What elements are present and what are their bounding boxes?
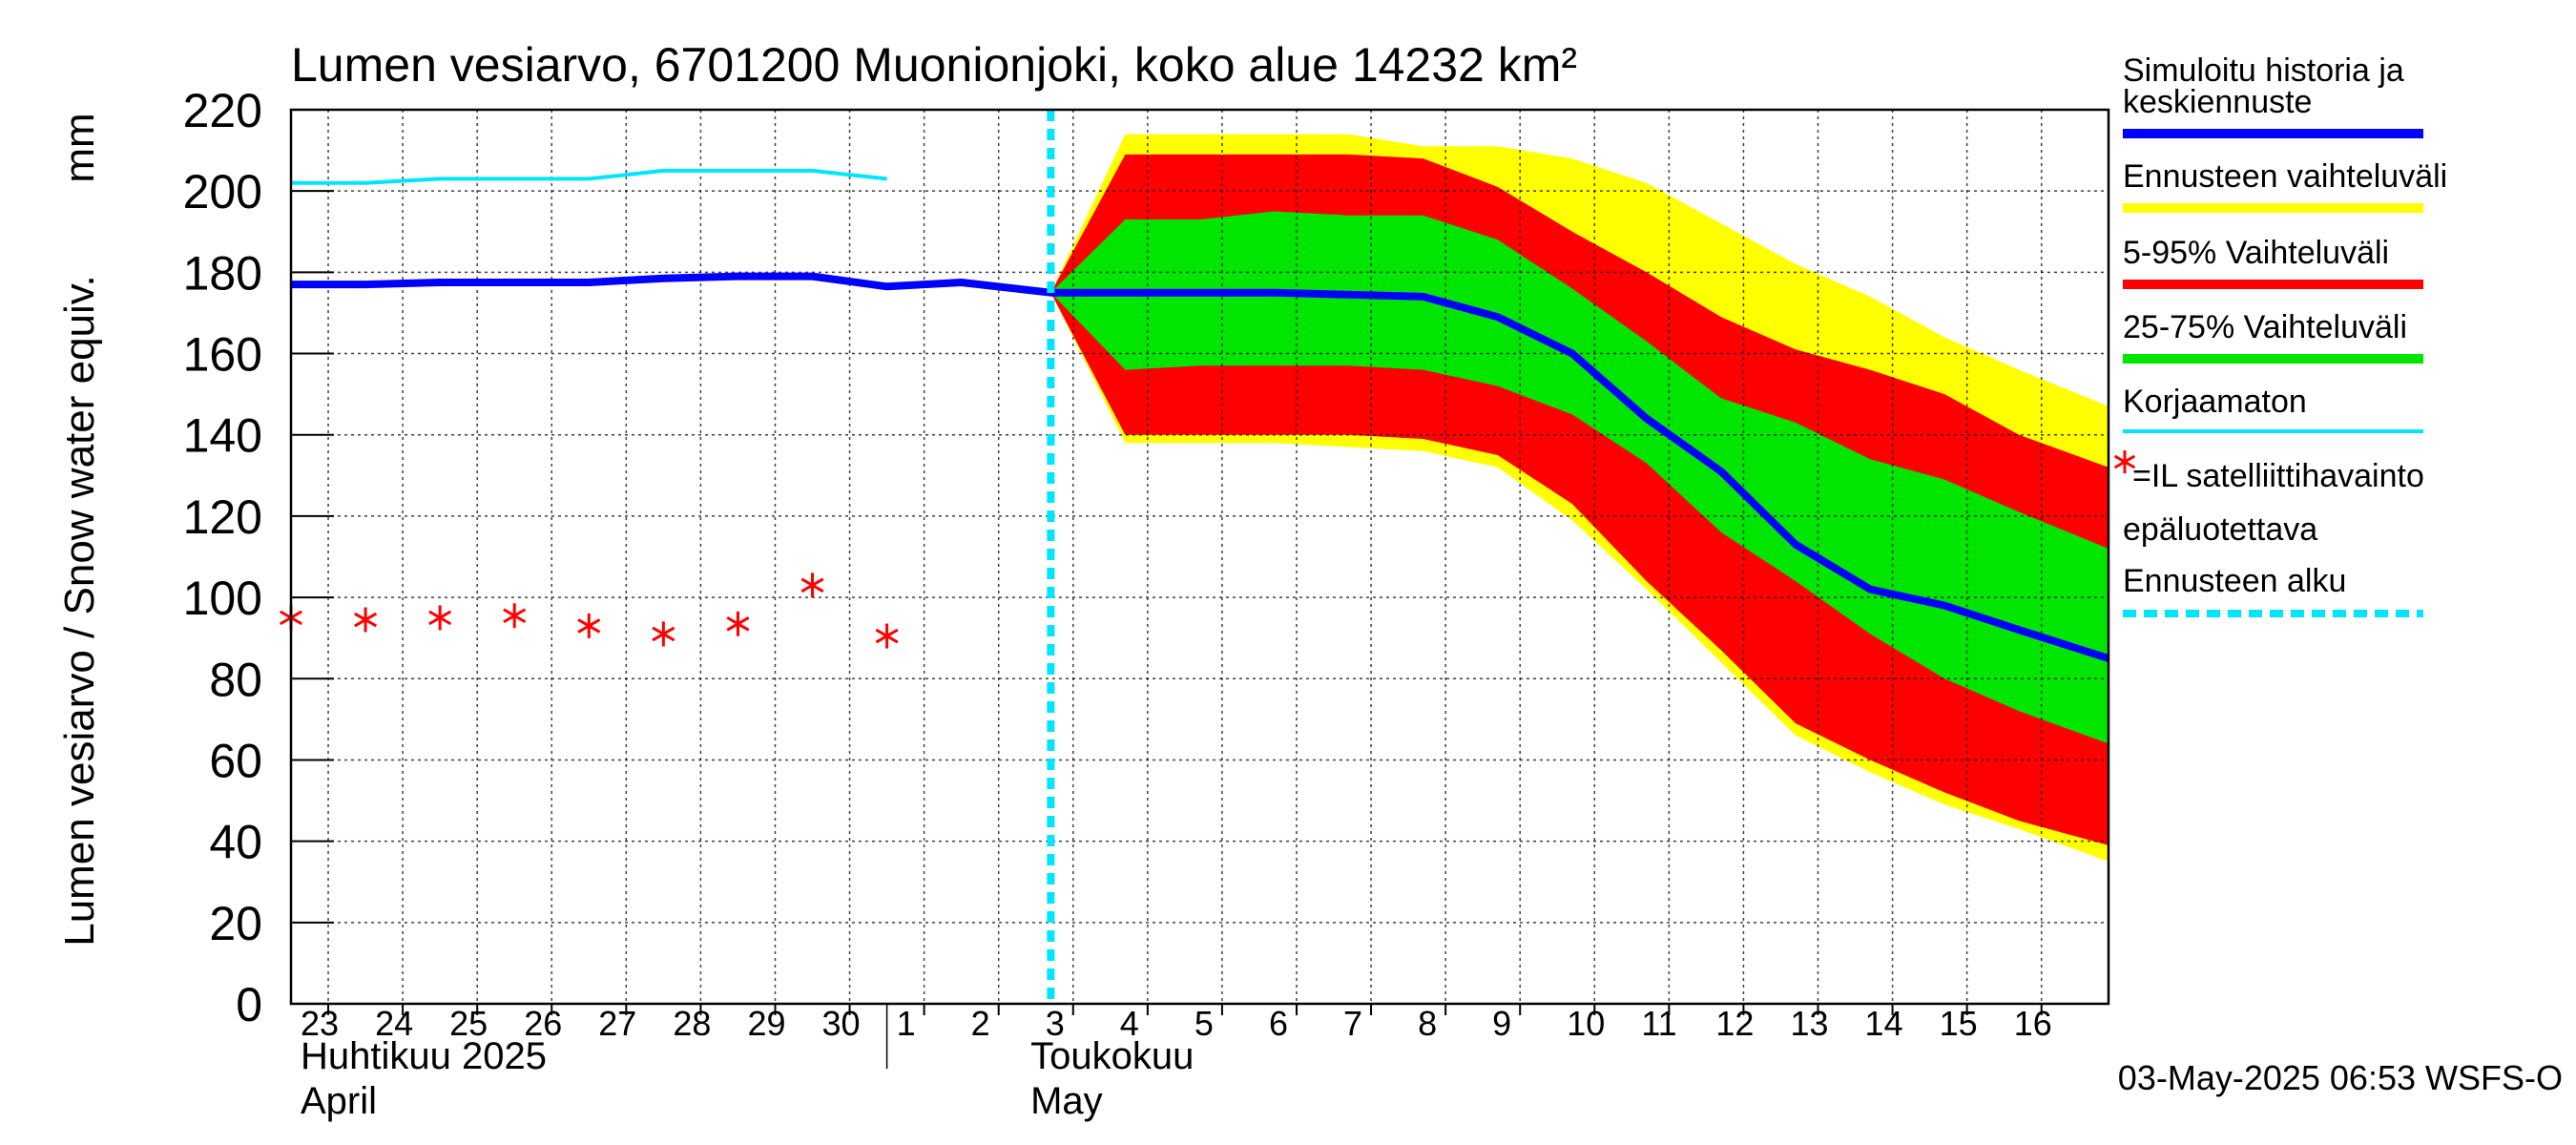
- x-tick-label-0: 23: [301, 1004, 339, 1043]
- legend-label-2: 5-95% Vaihteluväli: [2123, 235, 2389, 271]
- x-tick-label-15: 8: [1418, 1004, 1437, 1043]
- y-tick-label-1: 20: [209, 897, 262, 950]
- y-tick-label-0: 0: [236, 978, 262, 1031]
- x-tick-label-12: 5: [1195, 1004, 1214, 1043]
- y-tick-label-10: 200: [183, 165, 262, 219]
- x-tick-label-21: 14: [1865, 1004, 1903, 1043]
- observation-point-1: [354, 607, 378, 633]
- x-tick-label-10: 3: [1046, 1004, 1065, 1043]
- axes: [289, 108, 2110, 1069]
- y-axis-unit: mm: [56, 113, 103, 182]
- y-tick-label-5: 100: [183, 572, 262, 625]
- month-label-fi-0: Huhtikuu 2025: [301, 1035, 547, 1077]
- x-tick-label-20: 13: [1790, 1004, 1828, 1043]
- x-tick-label-18: 11: [1641, 1004, 1676, 1043]
- legend-label2-0: keskiennuste: [2123, 84, 2312, 120]
- y-tick-label-4: 80: [209, 653, 262, 706]
- chart-title: Lumen vesiarvo, 6701200 Muonionjoki, kok…: [291, 38, 1577, 92]
- observation-point-4: [577, 613, 601, 638]
- x-tick-label-23: 16: [2014, 1004, 2052, 1043]
- legend-label-6: Ennusteen alku: [2123, 563, 2346, 599]
- x-tick-label-3: 26: [524, 1004, 562, 1043]
- x-tick-label-9: 2: [971, 1004, 990, 1043]
- x-tick-label-13: 6: [1269, 1004, 1288, 1043]
- legend-label-0: Simuloitu historia ja: [2123, 52, 2404, 89]
- legend-label-5: =IL satelliittihavainto: [2132, 458, 2424, 494]
- observation-point-3: [503, 603, 527, 629]
- x-tick-label-16: 9: [1492, 1004, 1511, 1043]
- y-tick-label-7: 140: [183, 409, 262, 463]
- x-axis-labels: 23 24 25 26 27 28 29 30 1 2 3 4 5 6 7 8 9 10 11 12 13 14 15 16H…: [301, 1004, 2052, 1122]
- y-tick-label-11: 220: [183, 84, 262, 137]
- forecast-bands: [1050, 134, 2109, 862]
- y-tick-label-6: 120: [183, 490, 262, 544]
- x-tick-label-8: 1: [897, 1004, 916, 1043]
- observation-point-2: [428, 605, 452, 631]
- plot-frame: [289, 108, 2110, 1006]
- band-4: [1050, 211, 2109, 744]
- x-tick-label-5: 28: [673, 1004, 711, 1043]
- y-axis-labels: 0 20 40 60 80 100 120 140 160 180 200 220: [183, 84, 262, 1031]
- y-tick-label-9: 180: [183, 246, 262, 300]
- x-tick-label-11: 4: [1120, 1004, 1139, 1043]
- legend-label2-5: epäluotettava: [2123, 511, 2317, 548]
- month-label-en-0: April: [301, 1080, 377, 1122]
- x-tick-label-6: 29: [747, 1004, 785, 1043]
- observation-point-8: [875, 623, 899, 649]
- x-tick-label-2: 25: [449, 1004, 488, 1043]
- x-tick-label-17: 10: [1567, 1004, 1605, 1043]
- x-tick-label-19: 12: [1715, 1004, 1754, 1043]
- x-tick-label-1: 24: [375, 1004, 413, 1043]
- y-axis-label: Lumen vesiarvo / Snow water equiv.: [56, 275, 103, 947]
- legend-swatch-5: [2113, 450, 2136, 473]
- x-tick-label-22: 15: [1940, 1004, 1978, 1043]
- observation-point-6: [726, 611, 750, 636]
- x-tick-label-14: 7: [1343, 1004, 1362, 1043]
- legend-label-3: 25-75% Vaihteluväli: [2123, 309, 2407, 345]
- y-tick-label-2: 40: [209, 816, 262, 869]
- timestamp-footer: 03-May-2025 06:53 WSFS-O: [2118, 1058, 2563, 1097]
- x-tick-label-7: 30: [822, 1004, 861, 1043]
- series-line-0: [291, 272, 2110, 662]
- y-tick-label-8: 160: [183, 328, 262, 382]
- legend-label-4: Korjaamaton: [2123, 384, 2307, 420]
- y-tick-label-3: 60: [209, 734, 262, 787]
- month-label-en-1: May: [1030, 1080, 1103, 1122]
- month-label-fi-1: Toukokuu: [1030, 1035, 1194, 1077]
- observation-point-5: [652, 621, 675, 647]
- legend-label-1: Ennusteen vaihteluväli: [2123, 158, 2447, 195]
- observation-point-7: [800, 572, 824, 598]
- x-tick-label-4: 27: [598, 1004, 636, 1043]
- series-line-1: [291, 168, 887, 185]
- grid-lines: [291, 110, 2109, 1004]
